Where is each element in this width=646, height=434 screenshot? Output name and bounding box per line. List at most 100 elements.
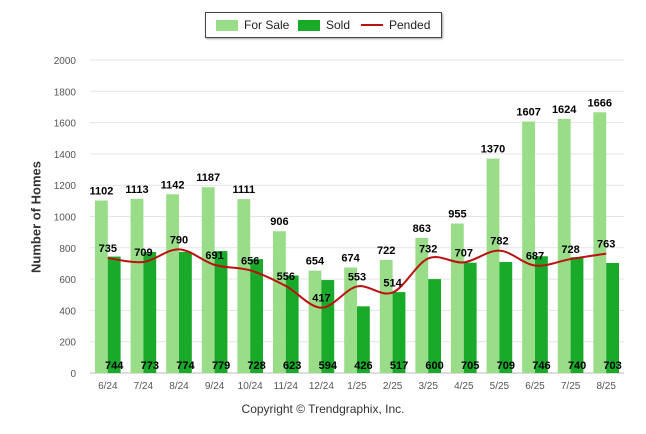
y-axis-label: Number of Homes bbox=[28, 161, 44, 273]
bar-for-sale[interactable] bbox=[593, 112, 607, 374]
y-tick-label: 800 bbox=[59, 244, 76, 255]
data-label-pended: 656 bbox=[241, 255, 259, 267]
bar-for-sale[interactable] bbox=[450, 223, 464, 373]
y-axis-tick-labels: 0 200 400 600 800 1000 1200 1400 1600 1800 2000 bbox=[54, 56, 77, 380]
bar-sold[interactable] bbox=[107, 256, 121, 373]
y-tick-label: 600 bbox=[59, 275, 76, 286]
data-label-sold: 744 bbox=[105, 360, 124, 372]
data-label-for-sale: 1624 bbox=[552, 104, 577, 116]
data-label-pended: 732 bbox=[419, 243, 437, 255]
bar-sold[interactable] bbox=[499, 262, 513, 373]
y-tick-label: 1800 bbox=[54, 87, 77, 98]
y-tick-label: 0 bbox=[70, 369, 76, 380]
y-tick-label: 200 bbox=[59, 338, 76, 349]
bar-for-sale[interactable] bbox=[166, 194, 179, 373]
data-label-pended: 707 bbox=[455, 247, 473, 259]
data-label-pended: 556 bbox=[277, 271, 295, 283]
bar-for-sale[interactable] bbox=[237, 199, 251, 373]
y-tick-label: 1000 bbox=[54, 213, 77, 224]
data-label-for-sale: 1111 bbox=[232, 184, 255, 196]
data-label-sold: 709 bbox=[497, 360, 515, 372]
data-label-for-sale: 1102 bbox=[89, 186, 113, 198]
x-tick-label: 5/25 bbox=[490, 381, 510, 392]
legend-swatch-for-sale bbox=[216, 19, 238, 31]
data-label-for-sale: 1666 bbox=[588, 97, 612, 109]
bar-sold[interactable] bbox=[250, 259, 264, 373]
data-label-pended: 553 bbox=[348, 271, 366, 283]
x-tick-label: 4/25 bbox=[454, 381, 474, 392]
bar-sold[interactable] bbox=[179, 251, 192, 373]
data-label-sold: 703 bbox=[603, 360, 621, 372]
legend-swatch-pended bbox=[361, 24, 383, 26]
data-label-pended: 709 bbox=[134, 247, 152, 259]
bar-sold[interactable] bbox=[214, 251, 228, 373]
bar-for-sale[interactable] bbox=[415, 237, 429, 373]
data-label-for-sale: 1113 bbox=[125, 184, 148, 196]
data-label-sold: 746 bbox=[532, 360, 550, 372]
data-label-sold: 728 bbox=[247, 360, 265, 372]
bar-for-sale[interactable] bbox=[94, 200, 108, 373]
x-axis-tick-labels: 6/24 7/24 8/24 9/24 10/24 11/24 12/24 1/25 2/25 3… bbox=[98, 381, 616, 392]
bar-sold[interactable] bbox=[428, 279, 442, 373]
data-label-for-sale: 654 bbox=[306, 256, 325, 268]
x-tick-label: 8/24 bbox=[169, 381, 189, 392]
copyright-footer: Copyright © Trendgraphix, Inc. bbox=[241, 402, 405, 416]
bar-sold[interactable] bbox=[285, 275, 299, 373]
x-tick-label: 10/24 bbox=[238, 381, 263, 392]
x-tick-label: 7/25 bbox=[561, 381, 581, 392]
bar-for-sale[interactable] bbox=[522, 121, 535, 373]
data-labels: 1102 744 735 1113 773 709 1142 774 790 1187 779 691… bbox=[89, 97, 621, 372]
bar-for-sale[interactable] bbox=[201, 187, 215, 373]
pended-line bbox=[107, 248, 607, 309]
pended-series-line[interactable] bbox=[107, 248, 607, 309]
x-tick-label: 12/24 bbox=[309, 381, 334, 392]
legend-item-for-sale[interactable]: For Sale bbox=[216, 18, 289, 32]
data-label-for-sale: 1142 bbox=[161, 179, 185, 191]
x-tick-label: 11/24 bbox=[274, 381, 299, 392]
data-label-for-sale: 1187 bbox=[196, 172, 220, 184]
data-label-pended: 763 bbox=[597, 239, 615, 251]
x-tick-label: 8/25 bbox=[596, 381, 616, 392]
data-label-for-sale: 1607 bbox=[516, 107, 540, 119]
data-label-for-sale: 674 bbox=[341, 253, 360, 265]
bar-for-sale[interactable] bbox=[344, 267, 357, 373]
bar-sold[interactable] bbox=[463, 262, 477, 373]
x-tick-label: 3/25 bbox=[418, 381, 438, 392]
bar-for-sale[interactable] bbox=[272, 231, 286, 373]
data-label-sold: 594 bbox=[319, 360, 338, 372]
x-tick-label: 6/25 bbox=[525, 381, 545, 392]
legend-label-pended: Pended bbox=[389, 18, 431, 32]
legend-item-pended[interactable]: Pended bbox=[361, 18, 430, 32]
data-label-pended: 728 bbox=[561, 244, 579, 256]
bar-sold[interactable] bbox=[357, 306, 370, 373]
legend: For Sale Sold Pended bbox=[205, 12, 442, 38]
bar-sold[interactable] bbox=[535, 256, 548, 373]
bar-for-sale[interactable] bbox=[557, 118, 571, 374]
bar-sold[interactable] bbox=[570, 257, 584, 373]
data-label-sold: 774 bbox=[176, 360, 195, 372]
data-label-for-sale: 722 bbox=[377, 245, 395, 257]
data-label-pended: 790 bbox=[170, 234, 188, 246]
data-label-sold: 779 bbox=[212, 360, 230, 372]
bar-for-sale[interactable] bbox=[379, 260, 393, 373]
legend-item-sold[interactable]: Sold bbox=[298, 18, 350, 32]
bar-sold[interactable] bbox=[143, 252, 157, 373]
bar-for-sale[interactable] bbox=[486, 158, 500, 373]
data-label-for-sale: 906 bbox=[270, 216, 288, 228]
data-label-for-sale: 863 bbox=[413, 223, 431, 235]
y-tick-label: 1400 bbox=[54, 150, 77, 161]
data-label-pended: 782 bbox=[490, 236, 508, 248]
bar-for-sale[interactable] bbox=[130, 198, 144, 373]
x-tick-label: 1/25 bbox=[347, 381, 367, 392]
bar-sold[interactable] bbox=[392, 292, 406, 373]
bar-for-sale[interactable] bbox=[308, 270, 322, 373]
data-label-for-sale: 955 bbox=[448, 209, 466, 221]
data-label-sold: 740 bbox=[568, 360, 586, 372]
data-label-sold: 773 bbox=[141, 360, 159, 372]
bars bbox=[94, 112, 620, 374]
bar-sold[interactable] bbox=[606, 262, 620, 373]
y-tick-label: 400 bbox=[59, 306, 76, 317]
data-label-sold: 600 bbox=[425, 360, 443, 372]
y-tick-label: 2000 bbox=[54, 56, 77, 67]
